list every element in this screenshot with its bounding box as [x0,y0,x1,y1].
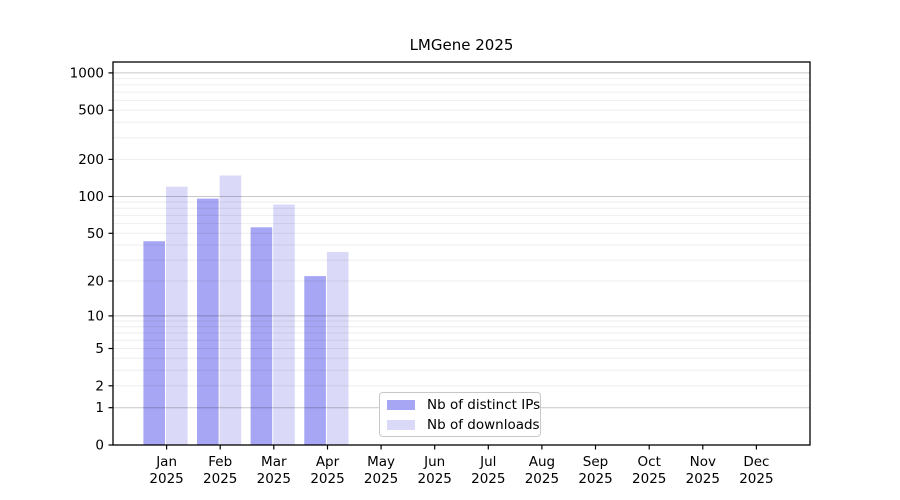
x-tick-label-month: Feb [208,454,232,470]
x-tick-label-year: 2025 [739,471,773,487]
legend-item-distinct-ips: Nb of distinct IPs [387,397,540,413]
bar [250,227,273,445]
x-tick-label-month: Mar [261,454,287,470]
x-tick-label-year: 2025 [471,471,505,487]
x-tick-label-year: 2025 [418,471,452,487]
legend-label-distinct-ips: Nb of distinct IPs [427,396,541,413]
legend-item-downloads: Nb of downloads [387,417,540,433]
y-tick-label: 20 [87,274,104,290]
x-tick-label-year: 2025 [578,471,612,487]
x-tick-label-month: Apr [316,454,340,470]
y-tick-label: 500 [78,103,104,119]
x-tick-label-year: 2025 [525,471,559,487]
x-tick-label-month: May [367,454,395,470]
x-tick-label-month: Dec [743,454,769,470]
y-tick-label: 50 [87,226,104,242]
x-tick-label-month: Aug [529,454,555,470]
y-tick-label: 200 [78,152,104,168]
x-tick-label-month: Jul [479,454,496,470]
x-tick-label-month: Sep [583,454,608,470]
bar [197,198,219,445]
x-tick-label-year: 2025 [364,471,398,487]
x-tick-label-month: Nov [690,454,716,470]
y-tick-label: 100 [78,189,104,205]
x-tick-label-year: 2025 [203,471,237,487]
bar [166,186,188,445]
x-tick-label-year: 2025 [257,471,291,487]
y-tick-label: 5 [95,341,104,357]
y-tick-label: 0 [95,438,104,454]
legend-swatch-downloads [387,419,415,430]
x-tick-label-year: 2025 [686,471,720,487]
y-tick-label: 2 [95,378,104,394]
axis-frame [112,61,811,446]
y-tick-label: 10 [87,308,104,324]
x-tick-label-month: Oct [638,454,661,470]
x-tick-label-year: 2025 [632,471,666,487]
bar [304,276,326,445]
x-tick-label-year: 2025 [149,471,183,487]
legend-label-downloads: Nb of downloads [427,416,540,433]
x-tick-label-month: Jan [155,454,177,470]
bar [273,204,295,445]
legend-swatch-distinct-ips [387,399,415,410]
x-tick-label-month: Jun [423,454,445,470]
y-tick-label: 1 [95,400,104,416]
x-tick-label-year: 2025 [310,471,344,487]
bar [143,241,165,445]
bar [219,175,242,445]
y-tick-label: 1000 [70,65,104,81]
chart-title: LMGene 2025 [409,36,514,54]
legend: Nb of distinct IPs Nb of downloads [379,392,541,437]
bar [326,252,349,445]
